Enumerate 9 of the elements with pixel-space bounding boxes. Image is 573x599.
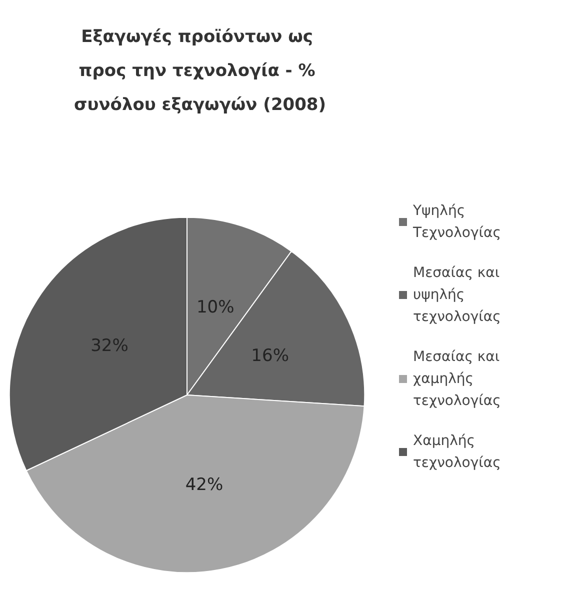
data-label: 10% bbox=[196, 298, 234, 318]
legend-label: Μεσαίας και υψηλής τεχνολογίας bbox=[413, 265, 501, 325]
data-label: 42% bbox=[185, 475, 224, 496]
legend-label: Χαμηλής τεχνολογίας bbox=[413, 433, 501, 471]
data-label: 16% bbox=[251, 346, 289, 366]
chart-title: Εξαγωγές προϊόντων ως προς την τεχνολογία - % συνόλου εξαγωγών (2008) bbox=[74, 27, 326, 115]
legend-label: Μεσαίας και χαμηλής τεχνολογίας bbox=[413, 349, 501, 409]
data-label: 32% bbox=[90, 336, 128, 356]
legend-label: Υψηλής Τεχνολογίας bbox=[412, 203, 501, 241]
